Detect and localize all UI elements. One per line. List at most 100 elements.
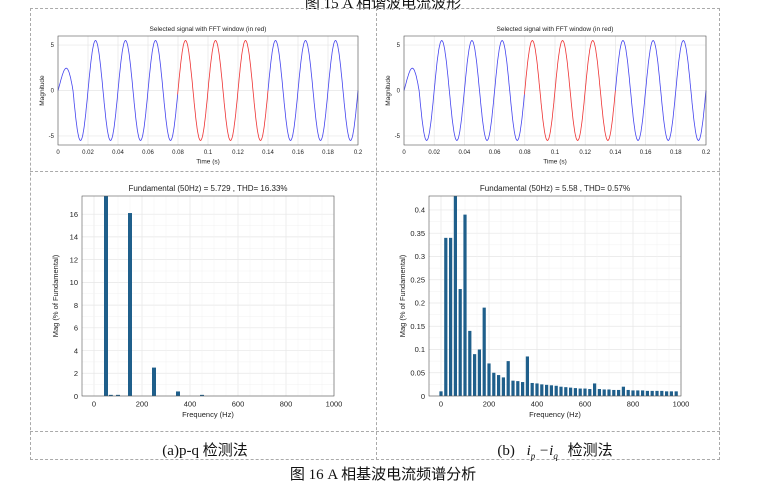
bar [545, 384, 549, 396]
bar [497, 375, 501, 396]
bar [200, 394, 204, 396]
x-tick-label: 0.18 [322, 150, 334, 156]
bar [521, 382, 525, 396]
axes-box [403, 35, 707, 146]
y-tick-label: 16 [70, 210, 78, 219]
x-tick-label: 0.12 [579, 150, 591, 156]
x-tick-label: 0.2 [702, 150, 711, 156]
bar [564, 387, 568, 396]
x-tick-label: 600 [579, 400, 592, 409]
bar [549, 385, 553, 396]
bar [506, 361, 510, 396]
plot-area [429, 196, 681, 396]
bar [108, 394, 113, 396]
bar [660, 390, 664, 396]
x-tick-label: 0.1 [204, 150, 213, 156]
bar [477, 349, 481, 396]
bar [593, 383, 597, 396]
fft-window-line [524, 40, 616, 141]
bar [578, 388, 582, 396]
y-tick-label: 5 [51, 43, 55, 49]
x-tick-label: 200 [483, 400, 496, 409]
bar [645, 390, 649, 396]
panel-a-label: (a)p-q 检测法 [162, 443, 248, 459]
figure-15-caption: 图 15 A 相谐波电流波形 [304, 0, 462, 12]
bar [535, 383, 539, 396]
bar [621, 386, 625, 396]
x-tick-label: 0.16 [292, 150, 304, 156]
x-tick-label: 0.08 [519, 150, 531, 156]
bar [617, 389, 621, 396]
y-tick-label: 10 [70, 278, 78, 287]
x-tick-label: 1000 [673, 400, 690, 409]
bar [641, 390, 645, 396]
signal-line [57, 40, 178, 141]
x-tick-label: 400 [184, 400, 197, 409]
time-signal-chart-a: 0 0.02 0.04 0.06 0.08 0.1 0.12 0.14 0.16 0.18 0.2 -… [39, 26, 363, 166]
bar [573, 388, 577, 396]
bar [674, 391, 678, 396]
x-tick-label: 0.06 [142, 150, 154, 156]
chart-title: Fundamental (50Hz) = 5.729 , THD= 16.33% [128, 184, 287, 193]
figure-frame [30, 8, 720, 460]
plot-area [82, 196, 334, 396]
bar [463, 214, 467, 396]
x-axis-label: Frequency (Hz) [182, 410, 234, 419]
y-tick-label: 0.25 [410, 275, 425, 284]
y-tick-label: 0.2 [415, 299, 425, 308]
x-axis-label: Time (s) [543, 159, 567, 166]
y-tick-label: 0.05 [410, 368, 425, 377]
panel-divider-caption [30, 431, 720, 432]
spectrum-chart-b: 0 200 400 600 800 1000 0 0.05 0.1 0.15 0.2 0.25 0.3 0… [398, 184, 689, 419]
y-tick-label: 0.35 [410, 229, 425, 238]
x-tick-label: 0.02 [82, 150, 94, 156]
bar [453, 196, 457, 396]
y-axis-label: Magnitude [385, 75, 392, 106]
bar [602, 389, 606, 396]
y-tick-label: 5 [397, 43, 401, 49]
signal-line [267, 40, 359, 141]
y-tick-label: 14 [70, 233, 78, 242]
bar [468, 330, 472, 396]
bar [612, 389, 616, 396]
bar [104, 196, 108, 396]
x-tick-label: 0 [439, 400, 443, 409]
bar [501, 377, 505, 396]
y-tick-label: 0.15 [410, 322, 425, 331]
bar [492, 372, 496, 396]
bar [116, 394, 120, 396]
panel-divider-horizontal [30, 171, 720, 172]
y-tick-label: 0 [74, 392, 78, 401]
bar [540, 384, 544, 396]
y-tick-label: 0.4 [415, 206, 425, 215]
bar [669, 391, 673, 396]
x-tick-label: 200 [136, 400, 149, 409]
chart-title: Selected signal with FFT window (in red) [497, 26, 614, 33]
x-axis-label: Frequency (Hz) [529, 410, 581, 419]
x-tick-label: 0 [92, 400, 96, 409]
y-axis-label: Mag (% of Fundamental) [51, 254, 60, 337]
chart-title: Selected signal with FFT window (in red) [150, 26, 267, 33]
x-tick-label: 1000 [326, 400, 343, 409]
bar [516, 381, 520, 396]
y-axis-label: Mag (% of Fundamental) [398, 254, 407, 337]
bar [626, 389, 630, 396]
x-tick-label: 0.08 [172, 150, 184, 156]
panel-b-ip: i [526, 443, 531, 459]
x-axis-label: Time (s) [196, 159, 220, 166]
bar [525, 356, 529, 396]
bar [487, 363, 491, 396]
fft-window-line [177, 40, 269, 141]
panel-b-suffix: 检测法 [567, 443, 613, 459]
bar [554, 385, 558, 396]
panel-b-iq: −i [539, 443, 554, 459]
signal-line [615, 40, 707, 141]
y-tick-label: 0 [397, 89, 401, 95]
y-tick-label: 8 [74, 301, 78, 310]
x-tick-label: 0.02 [428, 150, 440, 156]
bar [569, 387, 573, 396]
bar [444, 237, 448, 396]
y-tick-label: 12 [70, 255, 78, 264]
signal-line [403, 40, 525, 141]
x-tick-label: 0.12 [232, 150, 244, 156]
